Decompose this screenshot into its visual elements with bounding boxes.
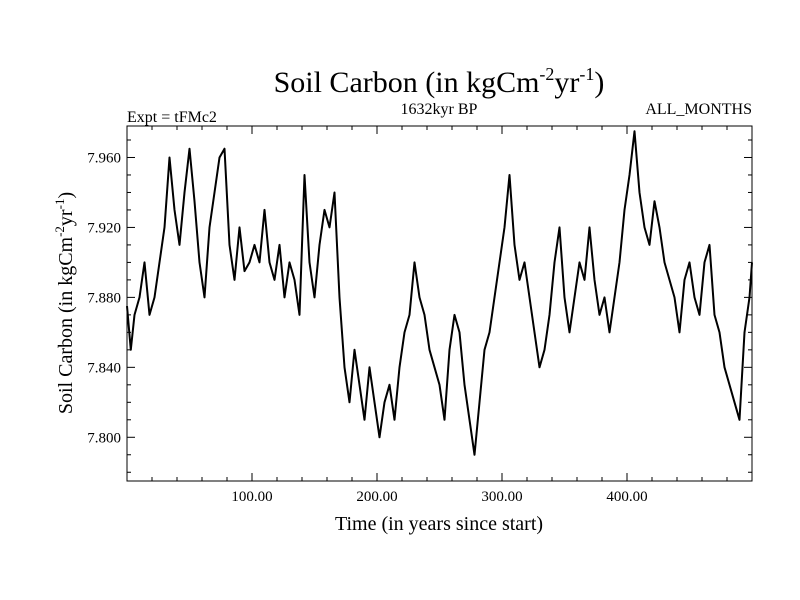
chart-title: Soil Carbon (in kgCm-2yr-1) <box>274 64 605 99</box>
subtitle-center: 1632kyr BP <box>401 101 478 118</box>
y-tick-label: 7.800 <box>87 430 121 446</box>
x-tick-label: 300.00 <box>481 489 522 505</box>
y-tick-label: 7.960 <box>87 150 121 166</box>
chart-title-sup2: -1 <box>579 64 594 84</box>
y-axis-label-sup2: -1 <box>52 199 67 210</box>
y-tick-label: 7.840 <box>87 360 121 376</box>
chart-title-sup1: -2 <box>539 64 554 84</box>
chart-title-end: ) <box>594 66 604 99</box>
y-axis-label-sup1: -2 <box>52 226 67 237</box>
subtitle-left: Expt = tFMc2 <box>127 109 217 126</box>
y-axis-label: Soil Carbon (in kgCm-2yr-1) <box>52 192 77 414</box>
subtitle-right: ALL_MONTHS <box>645 101 752 118</box>
plot-frame <box>126 125 753 482</box>
chart-title-mid: yr <box>554 66 579 99</box>
y-tick-label: 7.920 <box>87 220 121 236</box>
x-tick-label: 400.00 <box>606 489 647 505</box>
y-axis-label-mid: yr <box>55 209 77 226</box>
y-tick-labels: 7.800 7.840 7.880 7.920 7.960 <box>87 150 121 446</box>
x-tick-labels: 100.00 200.00 300.00 400.00 <box>231 489 647 505</box>
series-line-soil-carbon <box>126 130 753 456</box>
x-axis-label: Time (in years since start) <box>335 513 543 535</box>
axis-ticks <box>127 126 752 481</box>
x-tick-label: 200.00 <box>356 489 397 505</box>
chart-title-main: Soil Carbon (in kgCm <box>274 66 540 99</box>
y-axis-label-main: Soil Carbon (in kgCm <box>55 236 77 414</box>
x-tick-label: 100.00 <box>231 489 272 505</box>
y-axis-label-end: ) <box>55 192 77 199</box>
y-tick-label: 7.880 <box>87 290 121 306</box>
